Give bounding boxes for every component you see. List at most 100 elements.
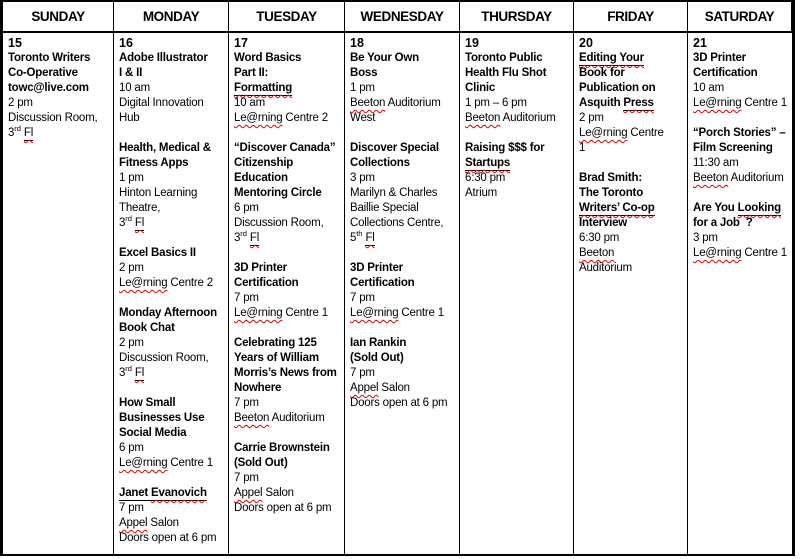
text-segment: Fl (23, 127, 34, 141)
text-segment: Health, Medical & (119, 142, 211, 154)
day-header-friday: FRIDAY (574, 2, 688, 33)
text-segment: 7 pm (234, 292, 259, 304)
event-line: Certification (350, 276, 457, 291)
event-line: 3 pm (693, 231, 790, 246)
event-line: 1 pm (119, 171, 226, 186)
text-segment: 6 pm (234, 202, 259, 214)
event-line: 3 pm (350, 171, 457, 186)
event-line: 5th Fl (350, 230, 457, 246)
text-segment: 1 pm – 6 pm (465, 97, 527, 109)
text-segment: 7 pm (350, 367, 375, 379)
text-segment: Citizenship (234, 157, 294, 169)
text-segment: Centre 1 (398, 307, 444, 319)
event-line: 10 am (693, 81, 790, 96)
event-line: Morris’s News from (234, 366, 342, 381)
text-segment: Word Basics (234, 52, 302, 64)
event-line: 3rd Fl (8, 125, 111, 141)
text-segment: Social Media (119, 427, 187, 439)
event-line: Clinic (465, 81, 571, 96)
text-segment: How Small (119, 397, 176, 409)
event-line: Le@rning Centre 1 (119, 456, 226, 471)
text-segment: Discussion Room, (234, 217, 324, 229)
text-segment: Auditorium (500, 112, 556, 124)
event-line: Toronto Public (465, 51, 571, 66)
event-line: Appel Salon (119, 516, 226, 531)
blank-line (693, 186, 790, 201)
text-segment: rd (240, 229, 247, 239)
text-segment: 3 (119, 367, 126, 379)
text-segment: Collections (350, 157, 410, 169)
text-segment: 10 am (234, 97, 265, 109)
text-segment: 3D Printer (693, 52, 746, 64)
event-line: Beeton Auditorium (465, 111, 571, 126)
text-segment: Le@rning (693, 247, 742, 259)
event-line: Are You Looking (693, 201, 790, 216)
event-line: Book for (579, 66, 685, 81)
event-line: Word Basics (234, 51, 342, 66)
event-line: Beeton (579, 246, 685, 261)
text-segment: The Toronto (579, 187, 644, 199)
text-segment: Appel (234, 487, 263, 499)
text-segment: Certification (234, 277, 299, 289)
text-segment: Nowhere (234, 382, 282, 394)
text-segment: Discussion Room, (8, 112, 98, 124)
day-cell-friday: 20 Editing Your Book for Publication on Asqu… (574, 33, 688, 554)
blank-line (119, 291, 226, 306)
day-cell-saturday: 21 3D Printer Certification 10 am Le@rning C… (688, 33, 792, 554)
event-line: 7 pm (234, 291, 342, 306)
event-line: 7 pm (350, 291, 457, 306)
event-line: 10 am (234, 96, 342, 111)
event-line: Part II: (234, 66, 342, 81)
text-segment: Monday Afternoon (119, 307, 217, 319)
text-segment: Auditorium (385, 97, 441, 109)
event-line: Education (234, 171, 342, 186)
text-segment: (Sold Out) (234, 457, 288, 469)
text-segment: Evanovich (151, 487, 207, 501)
blank-line (579, 156, 685, 171)
event-line: Le@rning Centre 1 (693, 246, 790, 261)
event-line: Boss (350, 66, 457, 81)
text-segment: 3D Printer (234, 262, 287, 274)
text-segment: Brad Smith: (579, 172, 642, 184)
text-segment: 2 pm (579, 112, 604, 124)
day-header-monday: MONDAY (114, 2, 229, 33)
text-segment: 7 pm (234, 472, 259, 484)
text-segment: 3 pm (350, 172, 375, 184)
text-segment: 2 pm (8, 97, 33, 109)
event-line: Brad Smith: (579, 171, 685, 186)
blank-line (350, 321, 457, 336)
text-segment: Mentoring Circle (234, 187, 322, 199)
text-segment: 2 pm (119, 337, 144, 349)
event-line: Auditorium (579, 261, 685, 276)
text-segment: 6:30 pm (465, 172, 506, 184)
text-segment: “Discover Canada” (234, 142, 336, 154)
text-segment: Raising $$$ for (465, 142, 545, 154)
text-segment: Certification (693, 67, 758, 79)
date-label: 19 (465, 36, 479, 50)
text-segment: rd (125, 214, 132, 224)
event-line: 10 am (119, 81, 226, 96)
text-segment: Fl (134, 367, 145, 381)
event-line: Interview (579, 216, 685, 231)
text-segment: Doors open at 6 pm (119, 532, 217, 544)
event-line: Toronto Writers (8, 51, 111, 66)
day-header-sunday: SUNDAY (3, 2, 114, 33)
event-line: Doors open at 6 pm (119, 531, 226, 546)
text-segment: Boss (350, 67, 378, 79)
text-segment: 1 pm (119, 172, 144, 184)
event-line: Monday Afternoon (119, 306, 226, 321)
event-line: Startups (465, 156, 571, 171)
event-line: Collections (350, 156, 457, 171)
event-line: Celebrating 125 (234, 336, 342, 351)
text-segment: I & II (119, 67, 143, 79)
text-segment: 7 pm (350, 292, 375, 304)
event-line: Le@rning Centre 1 (350, 306, 457, 321)
text-segment: Appel (350, 382, 379, 394)
event-line: Film Screening (693, 141, 790, 156)
text-segment: Centre 2 (282, 112, 328, 124)
text-segment: Centre 1 (282, 307, 328, 319)
text-segment: Education (234, 172, 288, 184)
text-segment: Interview (579, 217, 628, 229)
text-segment: Salon (262, 487, 294, 499)
